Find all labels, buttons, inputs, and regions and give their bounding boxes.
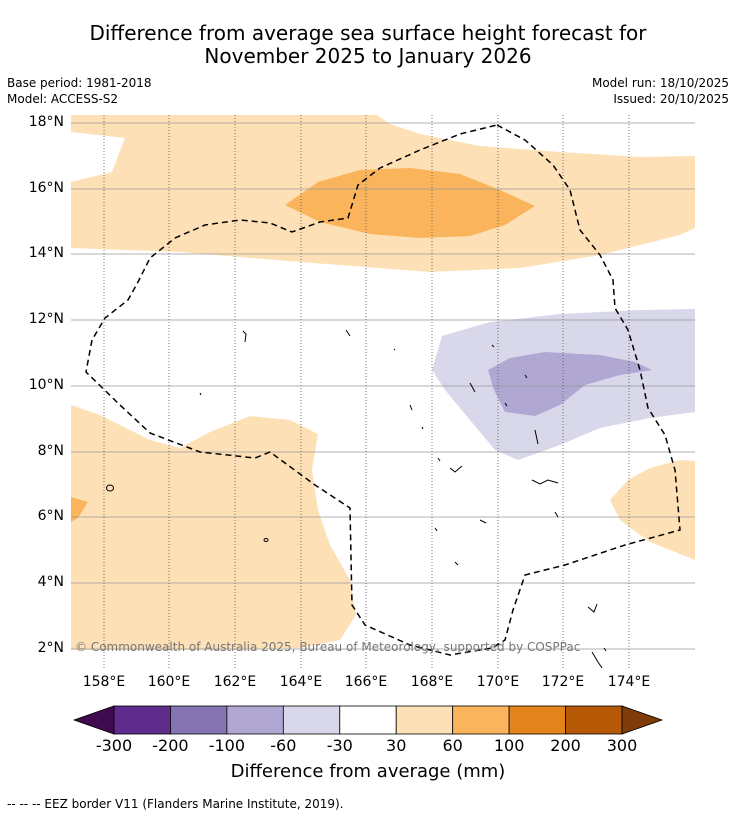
- meta-right: Model run: 18/10/2025 Issued: 20/10/2025: [592, 75, 729, 107]
- longitude-label: 162°E: [213, 674, 257, 690]
- latitude-label: 18°N: [28, 114, 64, 130]
- longitude-label: 164°E: [279, 674, 323, 690]
- title-line-1: Difference from average sea surface heig…: [89, 21, 647, 45]
- colorbar-tick-label: -30: [326, 736, 353, 755]
- model-run: Model run: 18/10/2025: [591, 76, 729, 90]
- anomaly-region-west-medium: [71, 497, 88, 522]
- latitude-gridlines: [71, 122, 695, 650]
- meta-left: Base period: 1981-2018 Model: ACCESS-S2: [7, 75, 152, 107]
- colorbar-tick-label: 300: [606, 736, 638, 755]
- colorbar-segment: [395, 705, 454, 735]
- colorbar-extend-max: [621, 705, 664, 735]
- colorbar-segment: [565, 705, 623, 735]
- latitude-label: 16°N: [28, 180, 64, 196]
- title-line-2: November 2025 to January 2026: [204, 44, 532, 68]
- colorbar-segment: [282, 705, 341, 735]
- longitude-label: 158°E: [82, 674, 126, 690]
- anomaly-region-east-medium-purple: [488, 352, 652, 416]
- eez-border: [85, 124, 681, 656]
- colorbar-tick-label: -60: [270, 736, 297, 755]
- base-period: Base period: 1981-2018: [7, 76, 152, 90]
- colorbar-tick-label: 200: [550, 736, 581, 755]
- latitude-label: 10°N: [28, 377, 64, 393]
- map-title: Difference from average sea surface heig…: [0, 22, 736, 68]
- colorbar-title: Difference from average (mm): [230, 761, 506, 782]
- colorbar-extend-min: [72, 705, 115, 735]
- longitude-label: 166°E: [344, 674, 388, 690]
- copyright-credit: © Commonwealth of Australia 2025, Bureau…: [75, 640, 581, 654]
- colorbar-tick-label: 30: [386, 736, 407, 755]
- colorbar-tick-label: -300: [95, 736, 133, 755]
- model-name: Model: ACCESS-S2: [7, 92, 119, 106]
- map-area: [71, 115, 695, 669]
- longitude-label: 160°E: [147, 674, 191, 690]
- latitude-label: 8°N: [37, 443, 64, 459]
- colorbar-tick-label: -200: [152, 736, 189, 755]
- anomaly-region-east-light: [610, 460, 695, 560]
- colorbar-tick-label: -100: [208, 736, 246, 755]
- longitude-label: 174°E: [607, 674, 651, 690]
- anomaly-region-north-medium: [285, 168, 535, 238]
- latitude-label: 6°N: [37, 508, 64, 524]
- colorbar-segment: [452, 705, 510, 735]
- latitude-label: 2°N: [37, 640, 64, 656]
- colorbar-tick-label: 100: [493, 736, 525, 755]
- anomaly-region-southwest-light: [71, 405, 356, 650]
- colorbar-segment: [226, 705, 284, 735]
- island-outlines: [106, 329, 607, 669]
- issued-date: Issued: 20/10/2025: [613, 92, 729, 106]
- longitude-label: 170°E: [476, 674, 520, 690]
- latitude-label: 4°N: [37, 574, 64, 590]
- colorbar-segment: [113, 705, 171, 735]
- longitude-label: 168°E: [410, 674, 454, 690]
- colorbar-segment: [508, 705, 566, 735]
- latitude-label: 12°N: [28, 311, 64, 327]
- eez-legend-footer: -- -- -- EEZ border V11 (Flanders Marine…: [7, 797, 344, 811]
- longitude-label: 172°E: [541, 674, 585, 690]
- colorbar-segment: [339, 705, 397, 735]
- colorbar: [72, 705, 664, 735]
- latitude-label: 14°N: [28, 245, 64, 261]
- colorbar-tick-label: 60: [442, 736, 463, 755]
- colorbar-segment: [170, 705, 228, 735]
- longitude-gridlines: [103, 115, 630, 668]
